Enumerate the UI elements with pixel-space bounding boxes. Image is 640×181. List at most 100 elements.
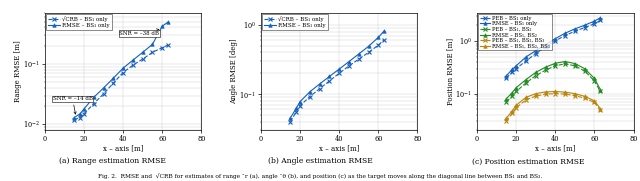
PEB – BS₁, BS₂, BS₃: [571, 94, 579, 97]
Line: RMSE – BS₁ only: RMSE – BS₁ only: [504, 16, 602, 77]
PEB – BS₁, BS₂: [581, 70, 589, 72]
PEB – BS₁, BS₂: [596, 90, 604, 92]
RMSE – BS₁ only: [596, 17, 604, 19]
Line: RMSE – BS₁ only: RMSE – BS₁ only: [72, 20, 170, 119]
PEB – BS₁, BS₂: [532, 75, 540, 77]
RMSE – BS₁ only: [80, 108, 88, 110]
√CRB – BS₁ only: [148, 51, 156, 53]
√CRB – BS₁ only: [139, 58, 147, 60]
PEB – BS₁, BS₂: [541, 69, 549, 71]
RMSE – BS₁ only: [100, 87, 108, 89]
PEB – BS₁, BS₂: [522, 82, 530, 84]
RMSE – BS₁ only: [380, 30, 388, 32]
RMSE – BS₁ only: [159, 25, 166, 27]
√CRB – BS₁ only: [380, 39, 388, 41]
RMSE – BS₁, BS₂, BS₃: [532, 92, 540, 95]
RMSE – BS₁ only: [326, 75, 333, 77]
√CRB – BS₁ only: [326, 80, 333, 82]
RMSE – BS₁ only: [316, 83, 323, 85]
RMSE – BS₁, BS₂, BS₃: [502, 117, 510, 119]
RMSE – BS₁ only: [374, 36, 382, 38]
PEB – BS₁, BS₂, BS₃: [561, 93, 569, 95]
√CRB – BS₁ only: [159, 47, 166, 49]
RMSE – BS₁ only: [76, 113, 84, 115]
PEB – BS₁ only: [541, 46, 549, 48]
PEB – BS₁ only: [561, 35, 569, 37]
PEB – BS₁ only: [532, 52, 540, 55]
RMSE – BS₁, BS₂: [561, 60, 569, 63]
RMSE – BS₁, BS₂: [522, 79, 530, 81]
Y-axis label: Angle RMSE [deg]: Angle RMSE [deg]: [230, 39, 238, 104]
Line: PEB – BS₁, BS₂, BS₃: PEB – BS₁, BS₂, BS₃: [504, 92, 602, 123]
PEB – BS₁ only: [552, 40, 559, 42]
√CRB – BS₁ only: [374, 44, 382, 46]
Line: RMSE – BS₁, BS₂, BS₃: RMSE – BS₁, BS₂, BS₃: [504, 90, 602, 120]
√CRB – BS₁ only: [306, 96, 314, 98]
√CRB – BS₁ only: [80, 113, 88, 115]
PEB – BS₁ only: [591, 23, 598, 25]
√CRB – BS₁ only: [76, 116, 84, 119]
RMSE – BS₁ only: [561, 32, 569, 34]
RMSE – BS₁, BS₂, BS₃: [561, 91, 569, 93]
RMSE – BS₁ only: [70, 116, 78, 119]
RMSE – BS₁, BS₂: [502, 98, 510, 100]
Legend: √CRB – BS₁ only, RMSE – BS₁ only: √CRB – BS₁ only, RMSE – BS₁ only: [46, 14, 112, 30]
X-axis label: x – axis [m]: x – axis [m]: [535, 145, 575, 153]
Text: (c) Position estimation RMSE: (c) Position estimation RMSE: [472, 157, 584, 165]
RMSE – BS₁, BS₂: [541, 66, 549, 68]
PEB – BS₁ only: [581, 26, 589, 29]
Line: PEB – BS₁, BS₂: PEB – BS₁, BS₂: [504, 62, 602, 104]
RMSE – BS₁, BS₂, BS₃: [591, 100, 598, 102]
PEB – BS₁, BS₂, BS₃: [596, 109, 604, 111]
RMSE – BS₁ only: [148, 43, 156, 45]
RMSE – BS₁ only: [508, 68, 516, 70]
√CRB – BS₁ only: [287, 121, 294, 123]
Y-axis label: Position RMSE [m]: Position RMSE [m]: [446, 38, 454, 105]
RMSE – BS₁, BS₂, BS₃: [552, 90, 559, 92]
√CRB – BS₁ only: [296, 105, 304, 107]
RMSE – BS₁, BS₂, BS₃: [522, 96, 530, 98]
RMSE – BS₁ only: [292, 107, 300, 110]
√CRB – BS₁ only: [355, 58, 363, 60]
RMSE – BS₁, BS₂: [512, 87, 520, 89]
√CRB – BS₁ only: [365, 51, 372, 54]
√CRB – BS₁ only: [292, 111, 300, 113]
PEB – BS₁ only: [502, 77, 510, 79]
PEB – BS₁, BS₂: [502, 101, 510, 103]
Line: RMSE – BS₁, BS₂: RMSE – BS₁, BS₂: [504, 60, 602, 100]
RMSE – BS₁, BS₂, BS₃: [541, 91, 549, 93]
RMSE – BS₁ only: [365, 45, 372, 47]
√CRB – BS₁ only: [100, 93, 108, 95]
X-axis label: x – axis [m]: x – axis [m]: [319, 145, 360, 153]
RMSE – BS₁, BS₂: [571, 62, 579, 65]
RMSE – BS₁, BS₂, BS₃: [571, 92, 579, 95]
RMSE – BS₁, BS₂: [532, 71, 540, 73]
PEB – BS₁ only: [571, 30, 579, 32]
√CRB – BS₁ only: [164, 44, 172, 46]
Text: SNR = –38 dB: SNR = –38 dB: [119, 29, 159, 36]
RMSE – BS₁, BS₂, BS₃: [512, 104, 520, 106]
√CRB – BS₁ only: [109, 82, 117, 84]
PEB – BS₁, BS₂, BS₃: [532, 95, 540, 97]
RMSE – BS₁, BS₂, BS₃: [581, 95, 589, 97]
RMSE – BS₁ only: [345, 60, 353, 63]
√CRB – BS₁ only: [316, 88, 323, 90]
RMSE – BS₁ only: [581, 24, 589, 26]
Text: (a) Range estimation RMSE: (a) Range estimation RMSE: [59, 157, 165, 165]
Text: SNR = –14 dB: SNR = –14 dB: [52, 96, 93, 114]
RMSE – BS₁ only: [532, 50, 540, 52]
RMSE – BS₁ only: [512, 65, 520, 67]
RMSE – BS₁ only: [90, 96, 97, 98]
PEB – BS₁, BS₂: [508, 95, 516, 97]
PEB – BS₁, BS₂, BS₃: [512, 107, 520, 109]
PEB – BS₁, BS₂, BS₃: [591, 101, 598, 104]
PEB – BS₁, BS₂: [571, 65, 579, 67]
RMSE – BS₁ only: [109, 77, 117, 79]
Legend: √CRB – BS₁ only, RMSE – BS₁ only: √CRB – BS₁ only, RMSE – BS₁ only: [262, 14, 328, 30]
RMSE – BS₁ only: [287, 117, 294, 119]
PEB – BS₁, BS₂, BS₃: [508, 112, 516, 115]
Line: √CRB – BS₁ only: √CRB – BS₁ only: [288, 38, 386, 124]
PEB – BS₁, BS₂, BS₃: [552, 92, 559, 95]
RMSE – BS₁, BS₂, BS₃: [596, 108, 604, 110]
RMSE – BS₁ only: [552, 37, 559, 40]
